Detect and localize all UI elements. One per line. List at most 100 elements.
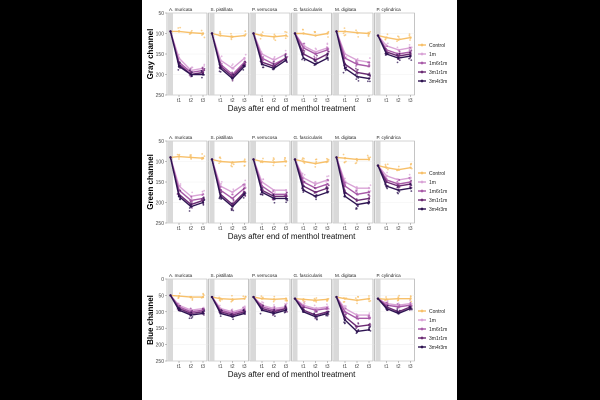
data-point [301, 58, 303, 61]
series-mean-point [355, 75, 359, 78]
y-tick-label: 150 [156, 52, 165, 58]
data-point [201, 67, 204, 69]
data-point [408, 57, 410, 60]
data-point [327, 50, 330, 53]
series-mean-point [376, 34, 380, 37]
data-point [191, 191, 194, 194]
series-mean-point [397, 38, 400, 41]
facet-panel: S. pistillata t1 t2 t3 [208, 135, 249, 232]
y-axis-title: Green channel [146, 154, 155, 210]
series-mean-point [260, 63, 264, 66]
treatment-band [209, 279, 215, 361]
y-tick-label: 200 [156, 201, 165, 207]
data-point [367, 156, 370, 159]
data-point [230, 209, 233, 212]
series-mean-point [367, 186, 371, 190]
data-point [313, 184, 316, 187]
facet-strip-label: P. verrucosa [252, 273, 278, 278]
series-line [211, 296, 245, 301]
data-point [326, 42, 329, 45]
x-tick-label: t2 [396, 364, 400, 370]
series-mean-point [367, 158, 371, 161]
data-point [274, 39, 277, 42]
data-point [313, 297, 316, 300]
series-mean-point [367, 197, 371, 200]
data-point [355, 161, 358, 164]
series-mean-point [219, 67, 222, 70]
data-point [261, 194, 264, 196]
data-point [357, 36, 360, 38]
series-mean-point [243, 193, 246, 196]
series-mean-point [409, 52, 412, 56]
x-tick-label: t1 [260, 364, 264, 370]
x-tick-label: t3 [325, 98, 329, 104]
legend-label: Control [429, 171, 445, 177]
series-line [211, 33, 246, 80]
data-point [355, 78, 358, 81]
series-line [294, 33, 328, 65]
data-point [231, 63, 234, 66]
data-point [286, 191, 288, 194]
data-point [386, 33, 389, 36]
x-tick-label: t2 [189, 226, 193, 232]
x-tick-label: t1 [177, 98, 181, 104]
data-point [303, 302, 306, 305]
legend-swatch-point [420, 189, 424, 193]
data-point [262, 304, 265, 307]
series-mean-point [260, 297, 264, 300]
data-point [410, 190, 413, 192]
data-point [314, 166, 317, 168]
x-tick-label: t3 [201, 98, 205, 104]
data-point [369, 74, 371, 77]
series-mean-point [385, 184, 388, 188]
legend-swatch-point [420, 345, 424, 349]
data-point [313, 187, 316, 189]
legend-label: 3m4r3m [429, 207, 447, 213]
legend: Control 1m 1m6r1m 3m1r1m 3m4r3m [418, 171, 447, 213]
y-tick-label: 100 [156, 32, 165, 38]
data-point [201, 153, 204, 155]
data-point [313, 55, 316, 58]
series-line [294, 33, 328, 55]
series-mean-point [397, 189, 400, 192]
chart-row-blue-channel: Blue channel 0 50 100 150 200 250 A. muricata t1… [146, 273, 447, 379]
series-mean-point [326, 160, 329, 163]
x-tick-label: t2 [230, 226, 234, 232]
series-mean-point [385, 180, 388, 184]
data-point [242, 309, 245, 312]
chart-row-gray-channel: Gray channel 50 100 150 200 250 A. muricata t1 t… [146, 7, 447, 113]
data-point [284, 157, 286, 159]
x-tick-label: t3 [408, 226, 412, 232]
data-point [284, 55, 287, 58]
facet-strip-label: G. fascicularis [294, 273, 324, 278]
legend-swatch-point [420, 79, 424, 83]
data-point [242, 185, 245, 188]
data-point [284, 49, 287, 52]
series-mean-point [231, 191, 234, 194]
series-mean-point [397, 56, 400, 60]
series-mean-point [252, 32, 255, 35]
series-line [335, 157, 370, 206]
series-mean-point [343, 157, 347, 160]
series-mean-point [397, 297, 400, 300]
x-tick-label: t1 [343, 98, 347, 104]
data-point [386, 42, 389, 45]
data-point [273, 295, 276, 298]
data-point [219, 300, 222, 302]
series-mean-point [343, 318, 347, 322]
x-tick-label: t1 [301, 98, 305, 104]
data-point [356, 205, 359, 208]
facet-panel: G. fascicularis t1 t2 t3 [291, 273, 332, 370]
data-point [386, 163, 389, 166]
data-point [409, 183, 411, 185]
data-point [178, 292, 181, 295]
data-point [203, 67, 206, 70]
series-mean-point [343, 184, 347, 188]
data-point [398, 304, 401, 306]
data-point [190, 195, 193, 198]
x-tick-label: t3 [284, 98, 288, 104]
data-point [244, 53, 247, 56]
data-point [231, 165, 234, 168]
series-mean-point [189, 295, 193, 299]
series-line [252, 33, 287, 70]
